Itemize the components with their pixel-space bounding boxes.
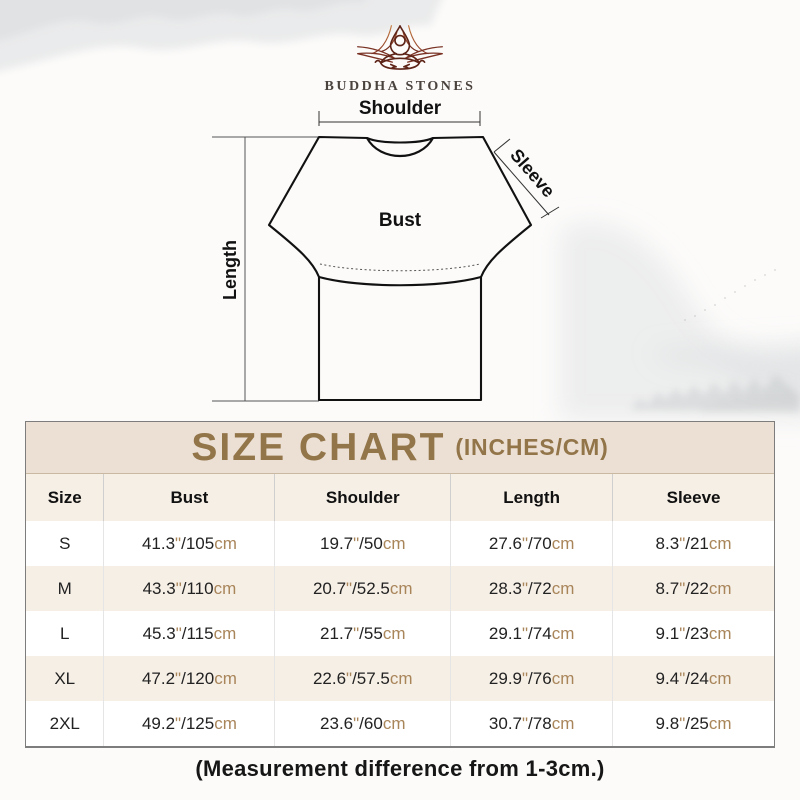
svg-text:Length: Length [220,240,240,300]
svg-text:Bust: Bust [379,210,422,231]
svg-text:Shoulder: Shoulder [359,98,442,119]
